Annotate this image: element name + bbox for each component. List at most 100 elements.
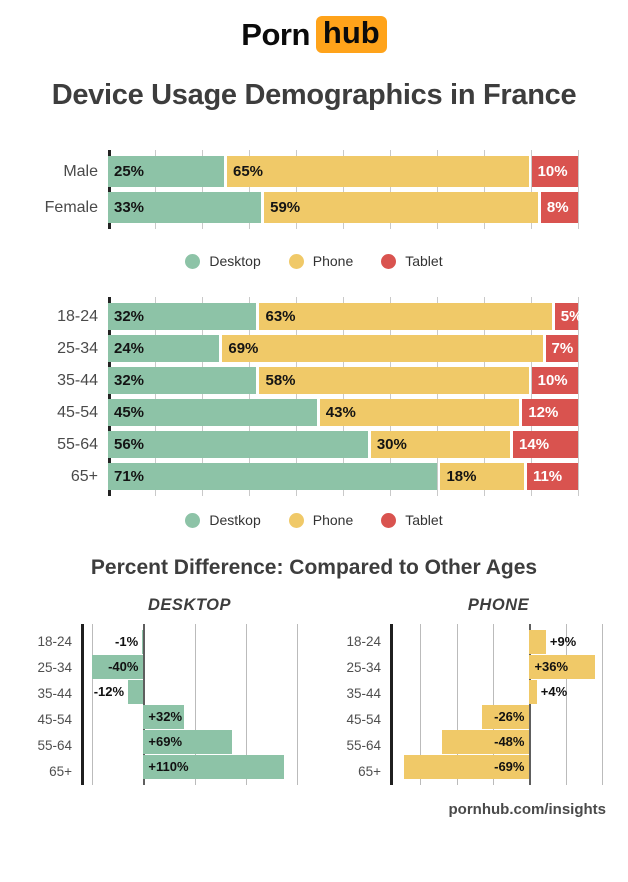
value-label: -26% — [494, 709, 525, 724]
legend-item: Tablet — [381, 512, 443, 528]
value-label: -40% — [108, 659, 139, 674]
category-label: 55-64 — [346, 738, 381, 753]
gridline — [437, 297, 438, 496]
category-label: 18-24 — [37, 634, 72, 649]
value-label: 69% — [228, 340, 259, 357]
value-label: -1% — [115, 634, 139, 649]
value-label: -48% — [494, 734, 525, 749]
gridline — [602, 624, 604, 785]
segment-phone: 30% — [370, 431, 511, 458]
header: Porn hub Device Usage Demographics in Fr… — [0, 0, 628, 112]
pornhub-logo: Porn hub — [0, 0, 628, 53]
plot-area: -1% -40% -12% +32% +69% +110% — [81, 624, 298, 785]
bar-row: -69% — [391, 755, 606, 779]
gridline — [456, 624, 458, 785]
segment-tablet: 8% — [540, 192, 579, 223]
legend-label: Tablet — [405, 512, 443, 528]
bar-segments: 33% 59% 8% — [108, 192, 579, 223]
gender-device-stacked-chart: Male 25% 65% 10% Female 33% 59% 8% — [0, 150, 579, 229]
value-label: 32% — [114, 308, 145, 325]
chart-title: DESKTOP — [148, 596, 231, 614]
category-label: 45-54 — [37, 712, 72, 727]
chart-grid-area — [108, 150, 579, 229]
gridline — [194, 624, 196, 785]
value-label: +69% — [148, 734, 183, 749]
bar-row: 55-64 56% 30% 14% — [0, 431, 578, 458]
gridline — [578, 150, 579, 229]
chart-title: PHONE — [467, 596, 530, 614]
gridline — [578, 297, 579, 496]
gridline — [249, 297, 250, 496]
value-label: 65% — [233, 163, 264, 180]
bar-row: +69% — [82, 730, 297, 754]
value-label: 10% — [537, 163, 568, 180]
bar — [143, 730, 232, 754]
category-label: 35-44 — [346, 686, 381, 701]
bar-segments: 25% 65% 10% — [108, 156, 578, 187]
bar-row: -12% — [82, 680, 297, 704]
legend-label: Phone — [312, 253, 354, 269]
chart-grid-area — [108, 297, 579, 496]
category-label: 18-24 — [57, 307, 98, 325]
category-label: 18-24 — [346, 634, 381, 649]
zero-line — [143, 624, 146, 785]
page-title: Device Usage Demographics in France — [51, 79, 577, 111]
gridline — [343, 297, 344, 496]
gridline — [155, 297, 156, 496]
gridline — [245, 624, 247, 785]
legend-item: Destkop — [185, 512, 261, 528]
bar-row: 35-44 32% 58% 10% — [0, 367, 579, 394]
value-label: -12% — [93, 684, 125, 699]
y-axis — [390, 624, 393, 785]
legend-label: Destkop — [209, 512, 261, 528]
segment-phone: 65% — [227, 156, 529, 187]
gridline — [531, 150, 532, 229]
bar-row: 25-34 24% 69% 7% — [0, 335, 578, 362]
value-label: +32% — [148, 709, 183, 724]
segment-tablet: 10% — [531, 156, 578, 187]
legend-item: Desktop — [185, 253, 261, 269]
legend-label: Desktop — [209, 253, 261, 269]
category-labels: 18-24 25-34 35-44 45-54 55-64 65+ — [14, 624, 82, 785]
logo-text-hub: hub — [315, 16, 387, 53]
segment-phone: 63% — [259, 303, 552, 330]
value-label: 30% — [376, 436, 407, 453]
value-label: +9% — [549, 634, 577, 649]
legend-dot-desktop — [185, 253, 201, 269]
value-label: 56% — [114, 436, 145, 453]
segment-desktop: 24% — [108, 335, 220, 362]
segment-tablet: 10% — [531, 367, 579, 394]
category-label: 55-64 — [57, 435, 98, 453]
category-label: 65+ — [70, 467, 98, 485]
bar — [529, 630, 546, 654]
logo-text-porn: Porn — [241, 16, 310, 52]
gridline — [420, 624, 422, 785]
value-label: 8% — [546, 199, 569, 216]
bar — [529, 680, 537, 704]
value-label: 12% — [528, 404, 559, 421]
bar-segments: 32% 58% 10% — [108, 367, 579, 394]
category-labels: 18-24 25-34 35-44 45-54 55-64 65+ — [323, 624, 391, 785]
value-label: 32% — [114, 372, 145, 389]
gridline — [565, 624, 567, 785]
segment-tablet: 5% — [554, 303, 582, 330]
segment-desktop: 71% — [108, 463, 438, 490]
value-label: 25% — [114, 163, 145, 180]
value-label: +36% — [534, 659, 569, 674]
bar — [403, 755, 530, 779]
bar-row: -1% — [82, 630, 297, 654]
plot-area: +9% +36% +4% -26% -48% -69% — [390, 624, 606, 785]
bar-rows: -1% -40% -12% +32% +69% +110% — [82, 630, 297, 779]
bar — [482, 705, 530, 729]
y-axis — [108, 297, 111, 496]
category-label: 25-34 — [37, 660, 72, 675]
value-label: 33% — [114, 199, 145, 216]
value-label: 11% — [532, 468, 563, 485]
legend-label: Phone — [312, 512, 354, 528]
bar-row: +9% — [391, 630, 606, 654]
bar — [442, 730, 530, 754]
gridline — [296, 297, 297, 496]
bar — [143, 705, 185, 729]
value-label: 58% — [265, 372, 296, 389]
legend-dot-tablet — [381, 253, 397, 269]
